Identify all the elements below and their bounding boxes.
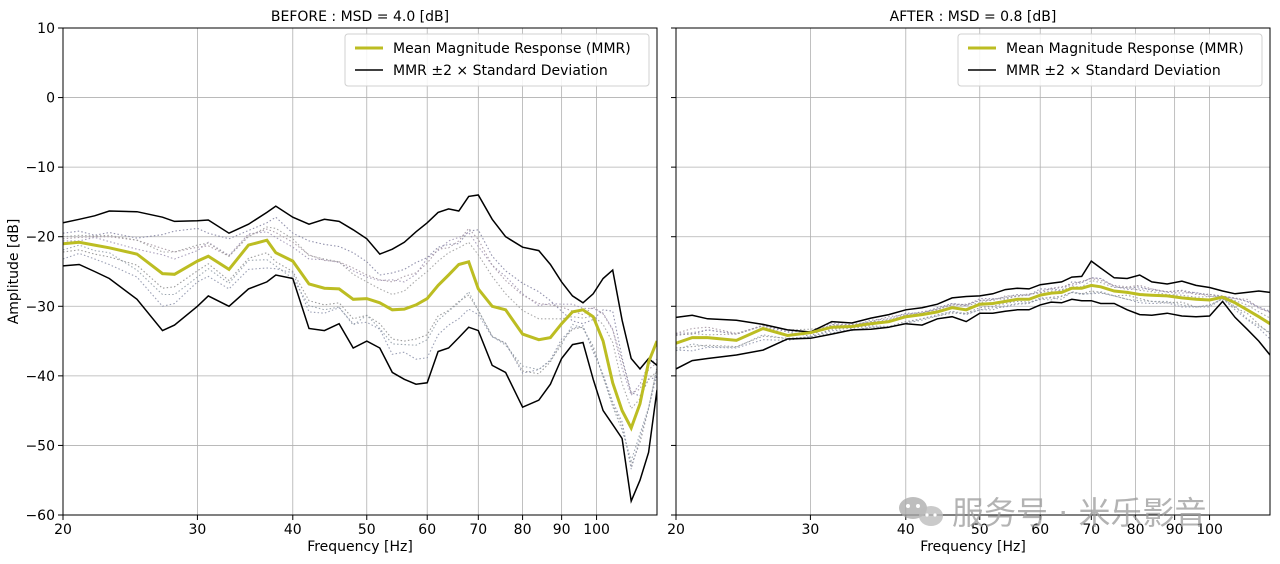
grid	[675, 27, 1270, 516]
x-tick-label: 90	[1166, 522, 1184, 538]
individual-response-line	[63, 252, 657, 470]
legend-label-std: MMR ±2 × Standard Deviation	[1006, 63, 1221, 79]
y-tick-label: −20	[25, 230, 55, 246]
legend: Mean Magnitude Response (MMR) MMR ±2 × St…	[957, 33, 1263, 87]
x-tick-label: 100	[1196, 522, 1223, 538]
legend-label-std: MMR ±2 × Standard Deviation	[393, 63, 608, 79]
x-tick-label: 20	[54, 522, 72, 538]
after-chart: 20 30 40 50 60 70 80 90 100 AFTER : MSD = 0.8 [dB…	[667, 9, 1271, 555]
y-tick-label: −40	[25, 369, 55, 385]
individual-response-line	[676, 277, 1270, 335]
individual-response-line	[63, 244, 657, 463]
individual-response-line	[63, 231, 657, 397]
before-chart: 20 30 40 50 60 70 80 90 100100−10−20−30−40−50−60…	[6, 9, 658, 555]
y-tick-label: −60	[25, 508, 55, 524]
individual-response-line	[63, 227, 657, 395]
x-tick-label: 80	[1127, 522, 1145, 538]
y-axis-label: Amplitude [dB]	[6, 219, 22, 325]
x-tick-label: 90	[553, 522, 571, 538]
x-tick-label: 70	[1082, 522, 1100, 538]
std-upper-line	[676, 260, 1270, 333]
chart-title: BEFORE : MSD = 4.0 [dB]	[271, 9, 449, 25]
x-tick-label: 40	[284, 522, 302, 538]
x-tick-label: 50	[358, 522, 376, 538]
x-tick-label: 80	[514, 522, 532, 538]
watermark: 服务号 · 米乐影音	[899, 494, 1207, 532]
x-tick-label: 60	[418, 522, 436, 538]
y-tick-label: 0	[46, 91, 55, 107]
x-tick-label: 30	[189, 522, 207, 538]
y-tick-label: 10	[37, 21, 55, 37]
plot-area	[63, 194, 657, 504]
y-tick-label: −50	[25, 438, 55, 454]
individual-response-line	[676, 291, 1270, 352]
wechat-icon	[899, 497, 943, 526]
individual-response-line	[63, 216, 657, 397]
std-lower-line	[63, 263, 657, 504]
mean-response-line	[63, 238, 657, 432]
x-tick-label: 20	[667, 522, 685, 538]
x-tick-label: 60	[1031, 522, 1049, 538]
axes-frame	[675, 27, 1271, 516]
legend-box	[957, 33, 1263, 87]
chart-title: AFTER : MSD = 0.8 [dB]	[890, 9, 1057, 25]
legend-label-mean: Mean Magnitude Response (MMR)	[393, 41, 631, 57]
watermark-text: 服务号 · 米乐影音	[952, 494, 1207, 532]
axes-frame	[62, 27, 658, 516]
std-upper-line	[63, 194, 657, 371]
individual-response-line	[63, 226, 657, 410]
individual-response-line	[676, 291, 1270, 352]
x-tick-label: 50	[971, 522, 989, 538]
x-axis-label: Frequency [Hz]	[920, 539, 1026, 555]
x-tick-label: 30	[802, 522, 820, 538]
x-tick-label: 100	[583, 522, 610, 538]
legend-label-mean: Mean Magnitude Response (MMR)	[1006, 41, 1244, 57]
individual-response-line	[63, 249, 657, 468]
legend: Mean Magnitude Response (MMR) MMR ±2 × St…	[344, 33, 650, 87]
std-lower-line	[676, 298, 1270, 370]
plot-area	[676, 260, 1270, 370]
mean-response-line	[676, 283, 1270, 345]
legend-box	[344, 33, 650, 87]
y-tick-label: −10	[25, 160, 55, 176]
x-axis-label: Frequency [Hz]	[307, 539, 413, 555]
x-tick-label: 70	[469, 522, 487, 538]
individual-response-line	[676, 290, 1270, 349]
y-tick-label: −30	[25, 299, 55, 315]
x-tick-label: 40	[897, 522, 915, 538]
